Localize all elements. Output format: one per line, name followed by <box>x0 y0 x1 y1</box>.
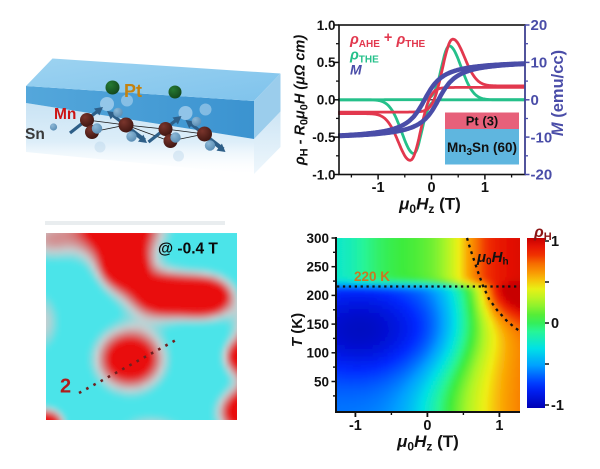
svg-text:M: M <box>350 62 362 78</box>
svg-text:-10: -10 <box>531 129 553 146</box>
svg-text:Pt: Pt <box>124 81 142 101</box>
svg-text:-1: -1 <box>551 398 564 414</box>
svg-text:-1.0: -1.0 <box>312 167 335 182</box>
svg-text:ρH - R0μ0H (μΩ cm): ρH - R0μ0H (μΩ cm) <box>293 35 311 166</box>
svg-text:-1: -1 <box>349 418 362 434</box>
svg-text:-0.5: -0.5 <box>312 130 336 145</box>
svg-text:250: 250 <box>306 260 329 275</box>
svg-text:-1: -1 <box>372 180 385 196</box>
svg-text:0.5: 0.5 <box>317 55 336 70</box>
svg-text:200: 200 <box>306 288 329 303</box>
svg-text:100: 100 <box>306 346 329 361</box>
svg-text:50: 50 <box>314 374 329 389</box>
svg-text:0: 0 <box>551 316 559 332</box>
svg-text:2: 2 <box>60 376 71 398</box>
svg-text:Mn: Mn <box>54 106 76 123</box>
svg-text:T (K): T (K) <box>289 313 306 347</box>
svg-text:1: 1 <box>481 180 489 196</box>
svg-text:1: 1 <box>495 418 503 434</box>
svg-text:Mn3Sn (60): Mn3Sn (60) <box>447 140 517 158</box>
svg-text:10: 10 <box>531 55 548 72</box>
svg-text:1.0: 1.0 <box>317 18 336 33</box>
svg-text:0.0: 0.0 <box>317 93 336 108</box>
svg-text:Pt (3): Pt (3) <box>466 114 499 129</box>
svg-text:150: 150 <box>306 317 329 332</box>
svg-text:300: 300 <box>306 231 329 246</box>
svg-text:0: 0 <box>423 418 431 434</box>
svg-text:M (emu/cc): M (emu/cc) <box>549 50 567 136</box>
svg-text:-20: -20 <box>531 167 553 184</box>
svg-text:μ0Hh: μ0Hh <box>476 249 509 268</box>
svg-text:0: 0 <box>427 180 435 196</box>
svg-text:Sn: Sn <box>25 126 45 143</box>
svg-text:20: 20 <box>531 17 548 34</box>
svg-text:0: 0 <box>531 92 539 109</box>
svg-text:@ -0.4 T: @ -0.4 T <box>158 241 218 258</box>
svg-text:220 K: 220 K <box>354 269 390 284</box>
svg-text:1: 1 <box>551 234 559 250</box>
